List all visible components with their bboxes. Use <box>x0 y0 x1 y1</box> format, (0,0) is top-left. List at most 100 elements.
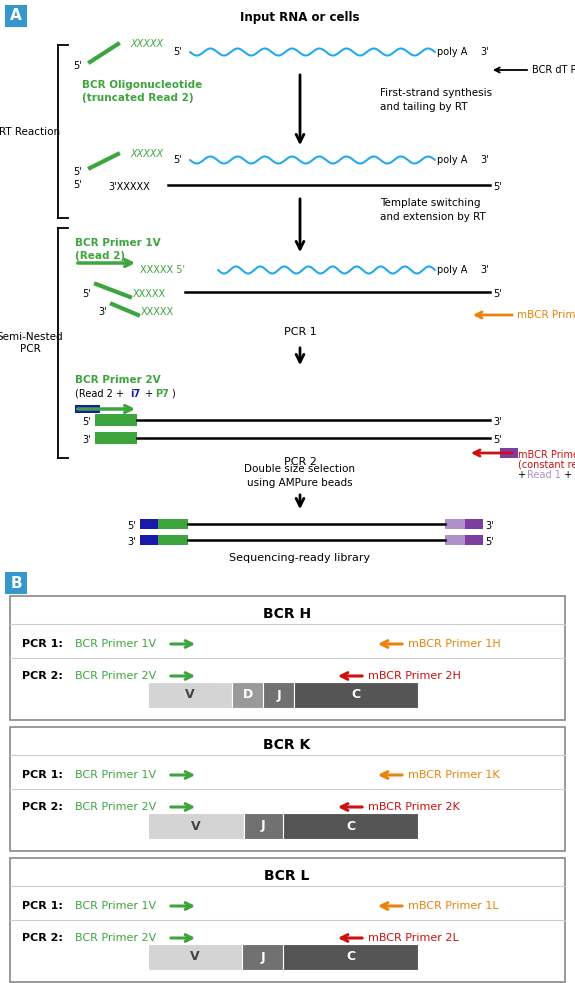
Bar <box>500 448 518 458</box>
Bar <box>445 519 465 529</box>
Bar <box>232 682 263 708</box>
Bar <box>148 682 232 708</box>
Bar <box>140 535 158 545</box>
Text: BCR Primer 1V: BCR Primer 1V <box>75 901 156 911</box>
Text: mBCR Primer 2H: mBCR Primer 2H <box>368 671 461 681</box>
Bar <box>283 813 418 839</box>
Text: 5': 5' <box>74 61 82 71</box>
Text: 5': 5' <box>82 289 91 299</box>
Text: BCR Primer 1V
(Read 2): BCR Primer 1V (Read 2) <box>75 238 160 261</box>
Text: 5': 5' <box>485 537 494 547</box>
Text: D: D <box>243 688 253 702</box>
Text: 5': 5' <box>493 182 502 192</box>
Text: BCR Primer 2V: BCR Primer 2V <box>75 802 156 812</box>
Bar <box>244 813 283 839</box>
Text: PCR 1:: PCR 1: <box>22 639 63 649</box>
Text: 3': 3' <box>82 435 91 445</box>
Text: 5': 5' <box>127 521 136 531</box>
Text: mBCR Primer 1K: mBCR Primer 1K <box>408 770 500 780</box>
Text: PCR 2:: PCR 2: <box>22 933 63 943</box>
Bar <box>95 414 137 426</box>
Text: XXXXX: XXXXX <box>130 149 163 159</box>
Text: First-strand synthesis
and tailing by RT: First-strand synthesis and tailing by RT <box>380 88 492 112</box>
Text: BCR Primer 2V: BCR Primer 2V <box>75 933 156 943</box>
Bar <box>148 944 242 970</box>
Text: +: + <box>561 470 575 480</box>
Bar <box>158 519 188 529</box>
Bar <box>294 682 418 708</box>
Text: J: J <box>277 688 281 702</box>
Bar <box>75 405 100 413</box>
Text: J: J <box>261 820 266 833</box>
Text: 5': 5' <box>82 417 91 427</box>
Text: poly A: poly A <box>437 265 467 275</box>
Text: Read 1: Read 1 <box>527 470 561 480</box>
Text: XXXXX: XXXXX <box>141 307 174 317</box>
Text: mBCR Primer 2H/2K/2L: mBCR Primer 2H/2K/2L <box>518 450 575 460</box>
Text: Sequencing-ready library: Sequencing-ready library <box>229 553 370 563</box>
Bar <box>263 682 294 708</box>
Text: PCR 1: PCR 1 <box>283 327 316 337</box>
Bar <box>465 519 483 529</box>
Text: 5': 5' <box>74 167 82 177</box>
Bar <box>283 944 418 970</box>
Text: Template switching
and extension by RT: Template switching and extension by RT <box>380 199 486 221</box>
Text: BCR dT Primer: BCR dT Primer <box>532 65 575 75</box>
Bar <box>445 535 465 545</box>
Text: C: C <box>351 688 361 702</box>
Text: XXXXX: XXXXX <box>133 289 166 299</box>
Bar <box>5 572 27 594</box>
Text: 5': 5' <box>493 435 502 445</box>
Text: poly A: poly A <box>437 155 467 165</box>
Text: 5': 5' <box>493 289 502 299</box>
Text: BCR Oligonucleotide
(truncated Read 2): BCR Oligonucleotide (truncated Read 2) <box>82 80 202 103</box>
Bar <box>140 519 158 529</box>
Text: XXXXX: XXXXX <box>130 39 163 49</box>
Text: mBCR Primer 1L: mBCR Primer 1L <box>408 901 499 911</box>
Text: XXXXX 5': XXXXX 5' <box>140 265 185 275</box>
Text: 5': 5' <box>74 180 82 190</box>
Bar <box>10 596 565 720</box>
Text: mBCR Primer 2K: mBCR Primer 2K <box>368 802 460 812</box>
Text: i7: i7 <box>130 389 140 399</box>
Bar <box>95 432 137 444</box>
Text: 3': 3' <box>485 521 493 531</box>
Bar <box>10 858 565 982</box>
Text: BCR L: BCR L <box>264 869 310 883</box>
Bar <box>148 813 244 839</box>
Text: BCR Primer 2V: BCR Primer 2V <box>75 375 160 385</box>
Bar <box>465 535 483 545</box>
Text: 3': 3' <box>480 47 489 57</box>
Text: ): ) <box>171 389 175 399</box>
Text: 5': 5' <box>173 47 182 57</box>
Text: V: V <box>191 820 201 833</box>
Text: mBCR Primer 2L: mBCR Primer 2L <box>368 933 459 943</box>
Bar <box>10 727 565 851</box>
Text: B: B <box>10 575 22 591</box>
Text: BCR Primer 1V: BCR Primer 1V <box>75 770 156 780</box>
Text: C: C <box>346 820 355 833</box>
Text: (Read 2 +: (Read 2 + <box>75 389 127 399</box>
Text: J: J <box>260 951 265 963</box>
Text: 3': 3' <box>493 417 501 427</box>
Text: PCR 2:: PCR 2: <box>22 802 63 812</box>
Text: Double size selection
using AMPure beads: Double size selection using AMPure beads <box>244 464 355 488</box>
Text: C: C <box>346 951 355 963</box>
Bar <box>5 5 27 27</box>
Text: 5': 5' <box>173 155 182 165</box>
Bar <box>242 944 283 970</box>
Text: Input RNA or cells: Input RNA or cells <box>240 12 360 25</box>
Text: 3': 3' <box>480 155 489 165</box>
Text: A: A <box>10 9 22 24</box>
Text: PCR 2:: PCR 2: <box>22 671 63 681</box>
Text: RT Reaction: RT Reaction <box>0 127 60 137</box>
Text: P7: P7 <box>155 389 169 399</box>
Text: BCR Primer 1V: BCR Primer 1V <box>75 639 156 649</box>
Text: 3': 3' <box>128 537 136 547</box>
Text: mBCR Primer 1H: mBCR Primer 1H <box>408 639 501 649</box>
Bar <box>158 535 188 545</box>
Text: V: V <box>185 688 195 702</box>
Text: +: + <box>142 389 156 399</box>
Text: BCR Primer 2V: BCR Primer 2V <box>75 671 156 681</box>
Text: mBCR Primer 1H/1K/1L: mBCR Primer 1H/1K/1L <box>517 310 575 320</box>
